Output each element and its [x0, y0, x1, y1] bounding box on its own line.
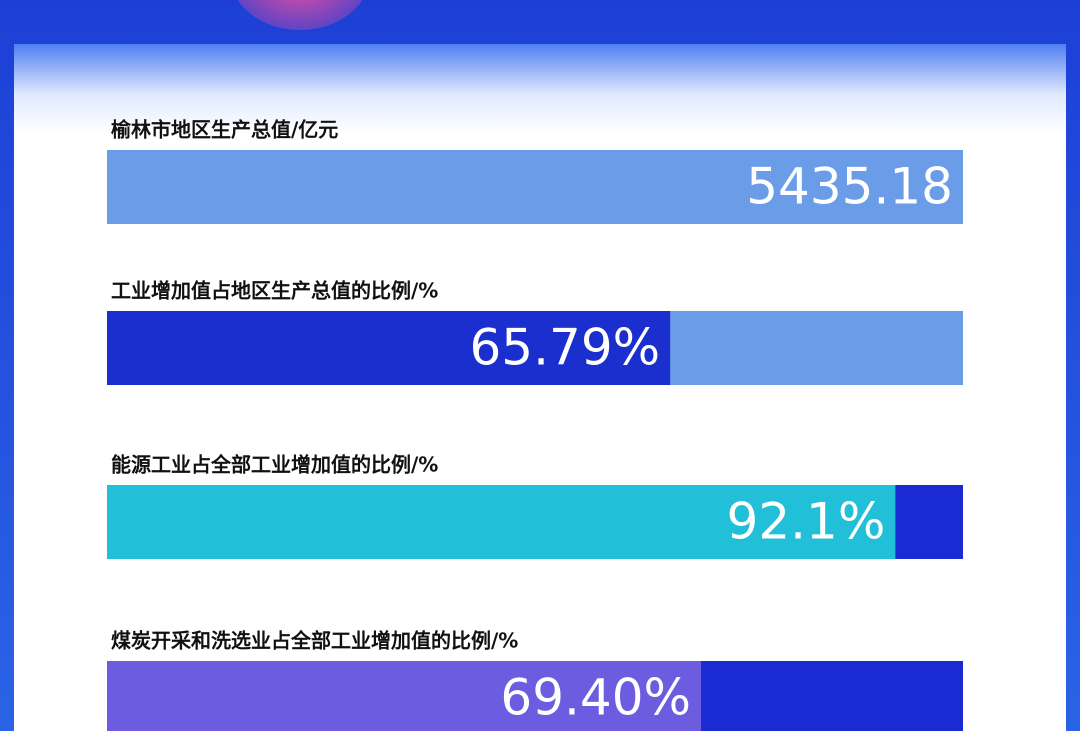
- bar-title: 工业增加值占地区生产总值的比例/%: [111, 279, 438, 303]
- bar: [107, 150, 963, 224]
- bar-title: 榆林市地区生产总值/亿元: [111, 118, 338, 142]
- bar-title: 能源工业占全部工业增加值的比例/%: [111, 453, 438, 477]
- bar: [107, 485, 896, 559]
- value-label: 69.40%: [500, 669, 691, 727]
- value-label: 65.79%: [470, 319, 661, 377]
- bar-title: 煤炭开采和洗选业占全部工业增加值的比例/%: [111, 629, 518, 653]
- bar: [107, 311, 671, 385]
- bar: [107, 661, 702, 731]
- value-label: 5435.18: [746, 158, 953, 216]
- value-label: 92.1%: [727, 493, 886, 551]
